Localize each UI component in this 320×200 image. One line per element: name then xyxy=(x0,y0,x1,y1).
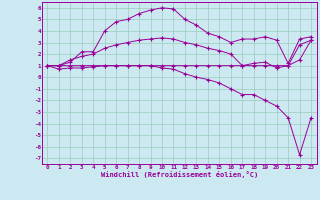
X-axis label: Windchill (Refroidissement éolien,°C): Windchill (Refroidissement éolien,°C) xyxy=(100,171,258,178)
